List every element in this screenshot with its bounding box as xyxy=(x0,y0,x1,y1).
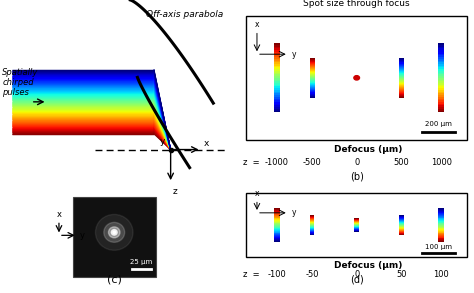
Text: y: y xyxy=(159,137,165,146)
Bar xyxy=(246,16,467,139)
Text: 0: 0 xyxy=(354,270,359,279)
Text: 1000: 1000 xyxy=(431,158,452,167)
Text: -50: -50 xyxy=(305,270,319,279)
Text: Defocus (μm): Defocus (μm) xyxy=(334,261,402,270)
Text: -1000: -1000 xyxy=(265,158,289,167)
Text: 500: 500 xyxy=(393,158,409,167)
Text: -100: -100 xyxy=(267,270,286,279)
Circle shape xyxy=(104,222,125,242)
Text: 25 μm: 25 μm xyxy=(130,259,153,265)
Text: 0: 0 xyxy=(354,158,359,167)
Text: z: z xyxy=(173,187,178,196)
Text: (d): (d) xyxy=(350,274,364,284)
Text: y: y xyxy=(292,50,297,59)
Text: 50: 50 xyxy=(396,270,407,279)
Circle shape xyxy=(354,76,359,80)
Circle shape xyxy=(113,231,116,234)
Circle shape xyxy=(111,229,117,235)
Bar xyxy=(73,197,156,277)
Text: x: x xyxy=(56,210,62,219)
Text: x: x xyxy=(255,189,259,198)
Text: z  =: z = xyxy=(243,270,259,279)
Circle shape xyxy=(95,214,133,250)
Bar xyxy=(246,193,467,257)
Text: Off-axis parabola: Off-axis parabola xyxy=(146,10,223,19)
Text: 100 μm: 100 μm xyxy=(425,243,452,250)
Text: -500: -500 xyxy=(303,158,321,167)
Text: 200 μm: 200 μm xyxy=(425,121,452,127)
Text: x: x xyxy=(204,139,209,148)
Text: Spatially
chirped
pulses: Spatially chirped pulses xyxy=(2,68,39,97)
Text: x: x xyxy=(255,20,259,29)
Text: Defocus (μm): Defocus (μm) xyxy=(334,145,402,154)
Circle shape xyxy=(109,227,120,238)
Title: Spot size through focus: Spot size through focus xyxy=(303,0,410,8)
Text: 100: 100 xyxy=(433,270,449,279)
Text: y: y xyxy=(80,231,85,240)
Text: (a): (a) xyxy=(111,240,126,250)
Text: y: y xyxy=(292,208,297,217)
Text: z  =: z = xyxy=(243,158,259,167)
Text: (c): (c) xyxy=(107,274,122,284)
Text: (b): (b) xyxy=(350,171,364,181)
